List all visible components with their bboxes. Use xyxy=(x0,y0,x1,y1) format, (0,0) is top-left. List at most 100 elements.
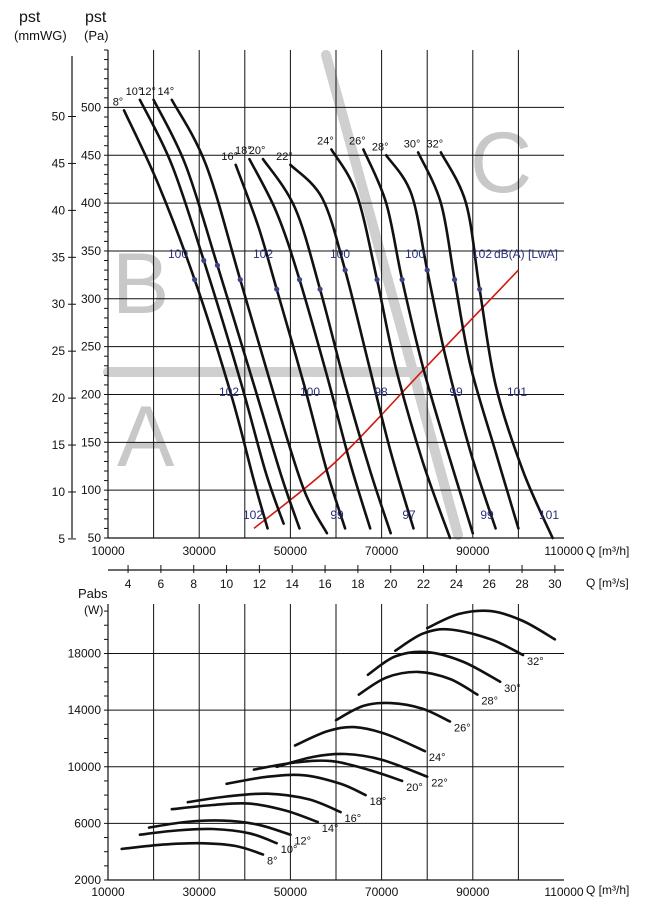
blade-angle-label: 16° xyxy=(221,151,238,163)
blade-angle-label: 32° xyxy=(427,138,444,150)
pressure-curve-28deg xyxy=(384,154,497,530)
sound-label-middle: 98 xyxy=(374,385,388,399)
blade-angle-label: 20° xyxy=(249,145,266,157)
power-curve-label: 24° xyxy=(429,752,446,764)
efficiency-dot xyxy=(317,286,323,292)
q-ms-tick-label: 10 xyxy=(220,577,234,591)
sound-label-lower: 97 xyxy=(402,508,416,522)
power-curve xyxy=(334,701,452,723)
bottom-q-tick-label: 30000 xyxy=(183,885,217,899)
efficiency-dot xyxy=(399,277,405,283)
top-axis-ticks: 5010015020025030035040045050051015202530… xyxy=(52,49,584,591)
sound-label-upper: 102 xyxy=(253,247,273,261)
w-tick-label: 2000 xyxy=(74,873,101,887)
bottom-q-tick-label: 50000 xyxy=(274,885,308,899)
sound-label-lower: 99 xyxy=(330,508,344,522)
pa-tick-label: 450 xyxy=(81,148,101,162)
power-curve xyxy=(147,819,292,836)
mmwg-tick-label: 10 xyxy=(52,485,66,499)
system-curve xyxy=(253,269,519,530)
pressure-curve-10deg xyxy=(138,98,285,525)
blade-angle-label: 12° xyxy=(139,86,156,98)
efficiency-dot xyxy=(237,277,243,283)
q-ms-tick-label: 4 xyxy=(125,577,132,591)
efficiency-dot xyxy=(201,257,207,264)
pa-tick-label: 50 xyxy=(88,531,102,545)
power-curve-labels: 8°10°12° 14° 16° 18° 20° 22° 24° 26° 28° 30° 32° xyxy=(267,656,544,868)
pressure-curve-18deg xyxy=(248,157,372,530)
power-curve-label: 28° xyxy=(481,696,498,708)
power-curve-label: 30° xyxy=(504,683,521,695)
region-label-a: A xyxy=(117,389,175,485)
power-curve-label: 18° xyxy=(370,796,387,808)
system-curve-group xyxy=(253,269,519,530)
pressure-curve-26deg xyxy=(362,148,475,535)
pa-tick-label: 350 xyxy=(81,244,101,258)
q-ms-tick-label: 18 xyxy=(351,577,365,591)
mmwg-tick-label: 5 xyxy=(58,532,65,546)
q-ms-tick-label: 20 xyxy=(384,577,398,591)
q-ms-tick-label: 26 xyxy=(483,577,497,591)
w-tick-label: 14000 xyxy=(68,703,102,717)
power-curve xyxy=(186,792,342,814)
sound-label-middle: 99 xyxy=(449,385,463,399)
q-ms-tick-label: 14 xyxy=(286,577,300,591)
q-tick-label: 10000 xyxy=(91,544,125,558)
bottom-q-tick-label: 70000 xyxy=(365,885,399,899)
power-curve-label: 14° xyxy=(322,823,339,835)
sound-label-middle: 100 xyxy=(300,385,320,399)
q-ms-tick-label: 24 xyxy=(450,577,464,591)
pressure-curve-30deg xyxy=(416,151,520,530)
region-group: B A C xyxy=(103,50,532,540)
power-curve-label: 26° xyxy=(454,722,471,734)
efficiency-dot xyxy=(374,277,380,283)
sound-label-upper-right: 102 xyxy=(472,247,492,261)
efficiency-dots xyxy=(192,257,483,292)
region-label-b: B xyxy=(112,236,169,332)
sound-label-middle: 102 xyxy=(219,385,239,399)
sound-label-upper: 100 xyxy=(330,247,350,261)
power-curve-label: 8° xyxy=(267,856,278,868)
pa-tick-label: 150 xyxy=(81,435,101,449)
w-tick-label: 10000 xyxy=(68,760,102,774)
region-label-c: C xyxy=(470,115,532,211)
blade-angle-label: 24° xyxy=(317,136,334,148)
q-ms-tick-label: 6 xyxy=(158,577,165,591)
pressure-curve-22deg xyxy=(289,163,415,530)
efficiency-dot xyxy=(342,267,348,273)
blade-angle-label: 8° xyxy=(113,96,124,108)
blade-angle-label: 10° xyxy=(126,86,143,98)
pst-mmwg-unit: (mmWG) xyxy=(14,28,67,43)
bottom-grid xyxy=(107,604,564,881)
bottom-q-tick-label: 110000 xyxy=(544,885,583,899)
power-curve xyxy=(120,841,265,856)
pressure-curve-32deg xyxy=(439,151,554,540)
blade-angle-label: 14° xyxy=(158,86,175,98)
power-curve xyxy=(225,773,367,797)
mmwg-tick-label: 40 xyxy=(52,203,66,217)
pa-tick-label: 400 xyxy=(81,196,101,210)
mmwg-tick-label: 30 xyxy=(52,297,66,311)
q-tick-label: 30000 xyxy=(183,544,217,558)
pa-tick-label: 100 xyxy=(81,483,101,497)
pst-mmwg-symbol: pst xyxy=(19,9,41,26)
pressure-curve-20deg xyxy=(261,157,392,535)
power-curve-label: 12° xyxy=(294,836,311,848)
pa-tick-label: 250 xyxy=(81,340,101,354)
sound-label-lower: 99 xyxy=(480,508,494,522)
power-curve xyxy=(394,627,525,657)
sound-label-lower: 101 xyxy=(539,508,559,522)
blade-angle-label: 30° xyxy=(404,138,421,150)
sound-level-labels: 100 102 100 100 102 102 100 98 99 101 102 99 97 99 101 xyxy=(168,247,559,522)
pa-tick-label: 500 xyxy=(81,100,101,114)
bottom-axis-ticks: 2000 6000 10000 14000 18000 10000 30000 50000 70… xyxy=(68,610,584,899)
power-curve xyxy=(366,650,502,684)
power-curve-label: 10° xyxy=(281,844,298,856)
blade-angle-label: 28° xyxy=(372,141,389,153)
sound-label-middle: 101 xyxy=(507,385,527,399)
efficiency-dot xyxy=(192,277,198,283)
q-ms-tick-label: 16 xyxy=(318,577,332,591)
power-curve xyxy=(275,752,429,778)
mmwg-tick-label: 20 xyxy=(52,391,66,405)
